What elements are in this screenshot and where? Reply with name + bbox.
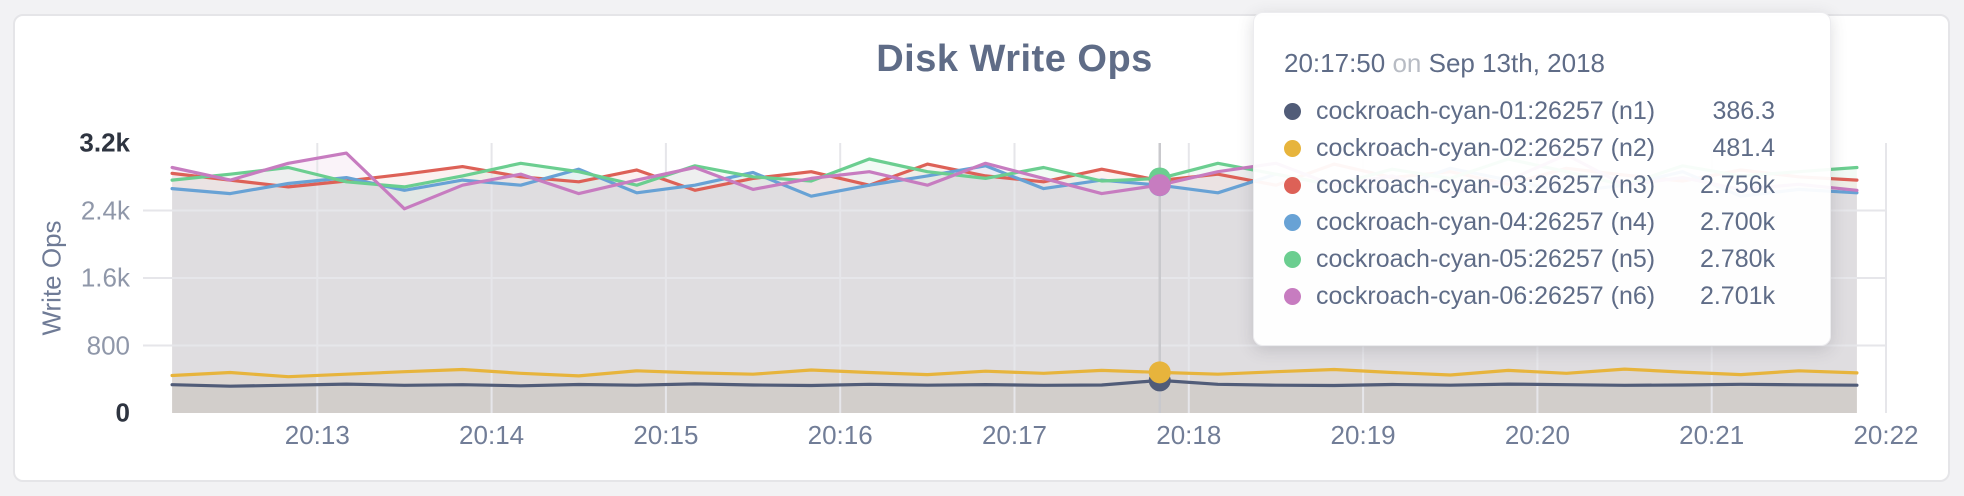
tooltip-time: 20:17:50 xyxy=(1284,48,1386,78)
x-tick-label: 20:13 xyxy=(284,420,350,450)
tooltip-series-name: cockroach-cyan-02:26257 (n2) xyxy=(1316,134,1656,162)
tooltip-series-name: cockroach-cyan-05:26257 (n5) xyxy=(1316,245,1656,273)
tooltip-row-n6: cockroach-cyan-06:26257 (n6) 2.701k xyxy=(1284,278,1775,315)
tooltip-series-value: 2.700k xyxy=(1699,208,1775,236)
tooltip-row-n1: cockroach-cyan-01:26257 (n1) 386.3 xyxy=(1284,93,1775,130)
tooltip-header: 20:17:50 on Sep 13th, 2018 xyxy=(1284,47,1775,79)
tooltip-series-value: 2.701k xyxy=(1699,282,1775,310)
hover-tooltip: 20:17:50 on Sep 13th, 2018 cockroach-cya… xyxy=(1253,12,1831,346)
x-tick-label: 20:15 xyxy=(633,420,699,450)
y-tick-label: 800 xyxy=(86,330,130,360)
x-tick-label: 20:20 xyxy=(1504,420,1570,450)
series-color-dot-icon xyxy=(1284,103,1301,120)
tooltip-series-name: cockroach-cyan-03:26257 (n3) xyxy=(1316,171,1656,199)
chart-title: Disk Write Ops xyxy=(876,38,1153,80)
tooltip-series-name: cockroach-cyan-06:26257 (n6) xyxy=(1316,282,1656,310)
series-color-dot-icon xyxy=(1284,140,1301,157)
tooltip-series-name: cockroach-cyan-04:26257 (n4) xyxy=(1316,208,1656,236)
tooltip-date: Sep 13th, 2018 xyxy=(1428,48,1605,78)
x-tick-label: 20:21 xyxy=(1679,420,1745,450)
y-tick-label: 3.2k xyxy=(79,127,130,158)
x-tick-label: 20:16 xyxy=(807,420,873,450)
x-tick-label: 20:17 xyxy=(981,420,1048,450)
tooltip-on-word: on xyxy=(1392,48,1422,78)
tooltip-series-name: cockroach-cyan-01:26257 (n1) xyxy=(1316,97,1656,125)
tooltip-row-n2: cockroach-cyan-02:26257 (n2) 481.4 xyxy=(1284,130,1775,167)
series-color-dot-icon xyxy=(1284,288,1301,305)
tooltip-series-value: 481.4 xyxy=(1712,134,1775,162)
series-color-dot-icon xyxy=(1284,251,1301,268)
series-color-dot-icon xyxy=(1284,177,1301,194)
tooltip-series-value: 2.780k xyxy=(1699,245,1775,273)
x-tick-label: 20:14 xyxy=(459,420,525,450)
tooltip-series-value: 386.3 xyxy=(1712,97,1775,125)
series-color-dot-icon xyxy=(1284,214,1301,231)
tooltip-row-n5: cockroach-cyan-05:26257 (n5) 2.780k xyxy=(1284,241,1775,278)
tooltip-row-n4: cockroach-cyan-04:26257 (n4) 2.700k xyxy=(1284,204,1775,241)
y-tick-label: 1.6k xyxy=(80,262,130,293)
tooltip-row-n3: cockroach-cyan-03:26257 (n3) 2.756k xyxy=(1284,167,1775,204)
y-tick-label: 2.4k xyxy=(80,195,130,225)
x-tick-label: 20:19 xyxy=(1330,420,1396,450)
tooltip-rows: cockroach-cyan-01:26257 (n1) 386.3 cockroa… xyxy=(1284,93,1775,315)
x-tick-label: 20:22 xyxy=(1853,420,1919,450)
tooltip-series-value: 2.756k xyxy=(1699,171,1775,199)
y-tick-label: 0 xyxy=(115,397,130,428)
x-tick-label: 20:18 xyxy=(1156,420,1222,450)
